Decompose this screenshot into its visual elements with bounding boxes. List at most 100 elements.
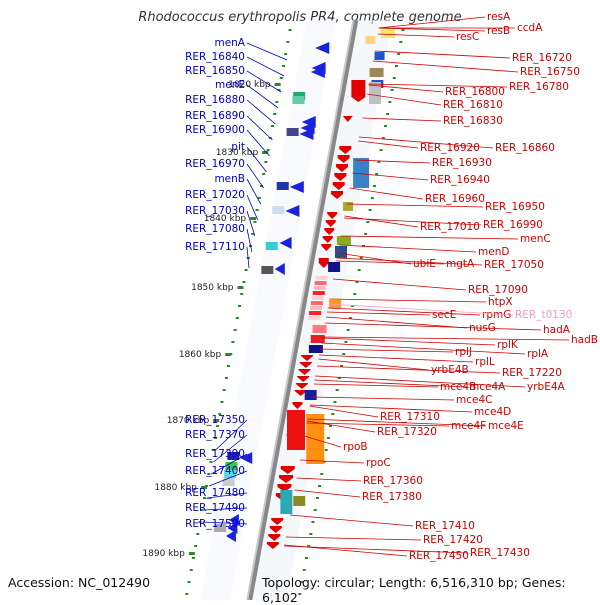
tick-label: 1860 kbp bbox=[179, 350, 222, 360]
gene-label-right: menC bbox=[520, 233, 551, 245]
outer-ring-dot bbox=[344, 341, 348, 343]
gene-label-right: RER_16990 bbox=[483, 219, 543, 231]
gene-label-right: RER_16920 bbox=[420, 142, 480, 154]
label-leader-right bbox=[327, 307, 481, 316]
forward-gene-arrow bbox=[268, 534, 281, 541]
label-leader-right bbox=[315, 375, 526, 388]
gene-block bbox=[343, 202, 354, 211]
gene-label-right: htpX bbox=[488, 296, 513, 308]
reverse-gene-arrow bbox=[274, 263, 285, 275]
label-leader-right bbox=[336, 257, 483, 266]
label-leader-right bbox=[346, 203, 484, 208]
forward-gene-arrow bbox=[299, 362, 312, 368]
inner-ring-dot bbox=[211, 449, 215, 451]
gene-label-right: RER_17220 bbox=[502, 367, 562, 379]
gene-label-right: RER_17320 bbox=[377, 426, 437, 438]
outer-ring-dot bbox=[381, 137, 385, 139]
label-leader-right bbox=[307, 418, 487, 427]
trna-label-right: RER_t0130 bbox=[515, 309, 572, 321]
outer-ring-dot bbox=[346, 329, 350, 331]
gene-label-right: RER_16860 bbox=[495, 142, 555, 154]
gene-label-left: RER_16840 bbox=[185, 51, 245, 63]
gene-label-right: hadB bbox=[571, 334, 598, 346]
ribosomal-gene bbox=[315, 276, 328, 280]
label-leader-right bbox=[296, 477, 362, 482]
ribosomal-gene bbox=[310, 306, 323, 310]
outer-ring-dot bbox=[304, 557, 308, 559]
outer-ring-dot bbox=[370, 197, 374, 199]
gene-label-right: mce4C bbox=[456, 394, 492, 406]
gene-label-right: rplJ bbox=[455, 346, 472, 358]
ribosomal-gene bbox=[313, 286, 326, 290]
ribosomal-gene bbox=[310, 301, 323, 305]
label-leader-right bbox=[368, 83, 508, 88]
gene-label-left: RER_16880 bbox=[185, 94, 245, 106]
gene-label-left: RER_16970 bbox=[185, 158, 245, 170]
label-leader-right bbox=[317, 365, 501, 374]
inner-ring-dot bbox=[266, 149, 270, 151]
ribosomal-gene bbox=[309, 311, 322, 315]
inner-ring-dot bbox=[187, 581, 191, 583]
outer-ring-dot bbox=[359, 257, 363, 259]
gene-label-right: RER_16750 bbox=[520, 66, 580, 78]
reverse-gene-arrow bbox=[285, 205, 300, 217]
inner-ring-dot bbox=[242, 281, 246, 283]
label-leader-left bbox=[246, 129, 270, 157]
outer-ring-dot bbox=[383, 125, 387, 127]
tick-mark bbox=[274, 83, 281, 86]
inner-ring-dot bbox=[259, 185, 263, 187]
gene-label-right: rplA bbox=[527, 348, 549, 360]
label-leader-left bbox=[246, 56, 285, 77]
gene-block bbox=[353, 158, 370, 188]
gene-label-right: RER_16960 bbox=[425, 193, 485, 205]
label-leader-right bbox=[337, 252, 412, 265]
forward-gene-arrow bbox=[322, 236, 333, 243]
label-leader-right bbox=[306, 420, 376, 433]
inner-ring-dot bbox=[264, 161, 268, 163]
tick-label: 1840 kbp bbox=[204, 214, 247, 224]
label-leader-left bbox=[246, 228, 253, 253]
gene-label-left: RER_17480 bbox=[185, 487, 245, 499]
reverse-gene-arrow bbox=[299, 128, 314, 140]
outer-ring-dot bbox=[340, 365, 344, 367]
gene-label-right: RER_17050 bbox=[484, 259, 544, 271]
outer-ring-dot bbox=[329, 425, 333, 427]
tick-mark bbox=[250, 217, 257, 220]
label-leader-right bbox=[329, 298, 487, 303]
outer-ring-dot bbox=[368, 209, 372, 211]
inner-ring-dot bbox=[196, 533, 200, 535]
gene-label-right: yrbE4A bbox=[527, 381, 566, 393]
gene-label-right: RER_16830 bbox=[443, 115, 503, 127]
inner-ring-dot bbox=[240, 293, 244, 295]
forward-gene-arrow bbox=[327, 212, 338, 219]
gene-label-right: RER_17410 bbox=[415, 520, 475, 532]
gene-label-left: RER_16850 bbox=[185, 65, 245, 77]
forward-gene-arrow bbox=[269, 526, 282, 533]
label-leader-left bbox=[246, 163, 264, 189]
inner-ring-dot bbox=[198, 521, 202, 523]
outer-ring-dot bbox=[399, 41, 403, 43]
gene-label-left: RER_17080 bbox=[185, 223, 245, 235]
forward-gene-arrow bbox=[321, 244, 332, 251]
tick-mark bbox=[200, 486, 207, 489]
gene-block bbox=[369, 82, 382, 104]
gene-label-right: RER_17360 bbox=[363, 475, 423, 487]
reverse-gene-arrow bbox=[310, 66, 325, 78]
forward-gene-arrow bbox=[336, 164, 349, 172]
accession-label: Accession: NC_012490 bbox=[8, 575, 151, 590]
label-leader-right bbox=[377, 33, 455, 38]
outer-ring-dot bbox=[401, 29, 405, 31]
label-leader-left bbox=[206, 492, 248, 499]
forward-gene-arrow bbox=[280, 466, 295, 474]
outer-ring-dot bbox=[377, 161, 381, 163]
reverse-gene-block bbox=[222, 478, 235, 486]
outer-ring-dot bbox=[388, 101, 392, 103]
label-leader-right bbox=[284, 545, 469, 554]
inner-ring-dot bbox=[255, 209, 259, 211]
gene-label-right: RER_17430 bbox=[470, 547, 530, 559]
forward-gene-arrow bbox=[266, 542, 279, 549]
label-leader-right bbox=[285, 536, 422, 541]
label-leader-right bbox=[322, 337, 496, 346]
label-leader-left bbox=[246, 70, 282, 93]
gene-label-left: menA bbox=[214, 37, 245, 49]
